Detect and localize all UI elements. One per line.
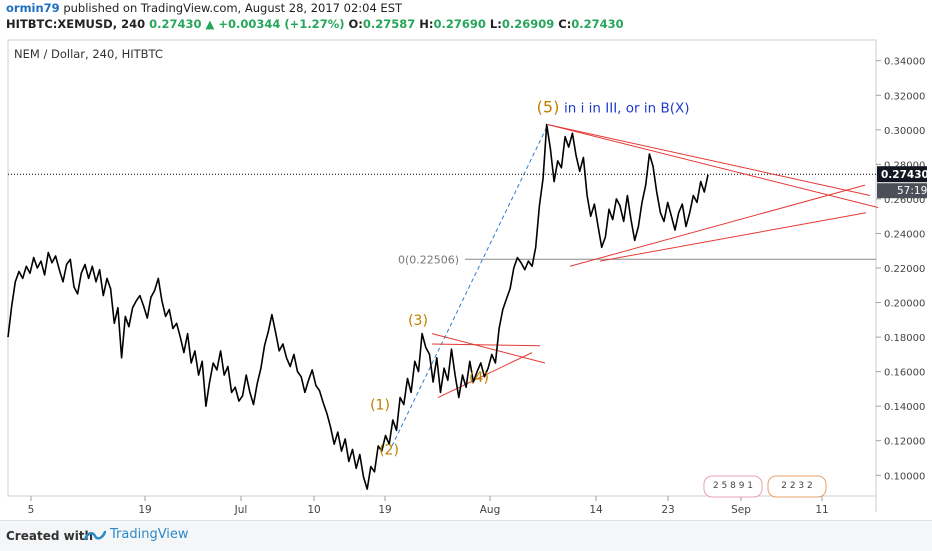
event-badge xyxy=(703,475,763,498)
footer: Created with TradingView xyxy=(0,520,932,551)
trend-line xyxy=(569,184,866,267)
y-tick-label: 0.16000 xyxy=(884,368,925,379)
up-arrow-icon: ▲ xyxy=(205,17,215,31)
y-tick-label: 0.26000 xyxy=(884,195,925,206)
x-tick-label: 19 xyxy=(138,504,151,516)
x-tick-label: 14 xyxy=(589,504,603,516)
fib-label: 0(0.22506) xyxy=(398,253,459,266)
publish-line: ormin79 published on TradingView.com, Au… xyxy=(6,1,402,15)
low-value: 0.26909 xyxy=(501,17,555,31)
wave-projection-line xyxy=(391,124,549,447)
author-link[interactable]: ormin79 xyxy=(6,1,60,15)
wave-label: (3) xyxy=(408,313,428,329)
brand-name: TradingView xyxy=(110,527,189,542)
price-change: +0.00344 (+1.27%) xyxy=(218,17,345,31)
current-price-value: 0.27430 xyxy=(881,169,929,181)
x-tick-label: Sep xyxy=(731,504,751,516)
wave5-note: in i in III, or in B(X) xyxy=(564,101,690,117)
x-tick-label: Aug xyxy=(480,504,501,516)
countdown-value: 57:19 xyxy=(897,185,927,197)
y-tick-label: 0.30000 xyxy=(884,126,925,137)
wave-label: (5) xyxy=(537,98,560,117)
close-label: C: xyxy=(558,17,572,31)
close-value: 0.27430 xyxy=(571,17,624,31)
y-tick-label: 0.20000 xyxy=(884,299,925,310)
trend-line xyxy=(431,343,541,347)
chart-title: NEM / Dollar, 240, HITBTC xyxy=(14,47,163,61)
trend-line xyxy=(431,333,546,364)
trend-line xyxy=(599,212,867,262)
x-tick-label: 19 xyxy=(378,504,391,516)
price-chart[interactable]: NEM / Dollar, 240, HITBTC 0.34000 0.32000… xyxy=(0,0,932,520)
published-text: published on TradingView.com, August 28,… xyxy=(63,1,403,15)
wave-label: (2) xyxy=(379,443,399,459)
y-tick-label: 0.22000 xyxy=(884,264,925,275)
trend-line xyxy=(547,124,879,209)
open-label: O: xyxy=(348,17,363,31)
y-tick-label: 0.32000 xyxy=(884,91,925,102)
y-tick-label: 0.28000 xyxy=(884,160,925,171)
high-value: 0.27690 xyxy=(433,17,486,31)
event-markers: 2 5 8 9 1 2 2 3 2 xyxy=(703,475,827,498)
x-tick-label: 5 xyxy=(28,504,35,516)
y-tick-label: 0.24000 xyxy=(884,229,925,240)
y-tick-label: 0.34000 xyxy=(884,57,925,68)
series-price-line xyxy=(7,123,709,490)
x-tick-label: 11 xyxy=(815,504,828,516)
x-tick-label: Jul xyxy=(234,504,248,516)
open-value: 0.27587 xyxy=(362,17,416,31)
x-tick-label: 10 xyxy=(307,504,320,516)
y-tick-label: 0.12000 xyxy=(884,437,925,448)
annotation-labels: (1) (2) (3) (4) (5) in i in III, or in B(X) 0(… xyxy=(370,98,689,459)
tradingview-brand[interactable]: TradingView xyxy=(84,527,189,542)
event-label: 2 2 3 2 xyxy=(781,481,813,491)
plot-frame xyxy=(7,39,877,497)
created-with-text: Created with xyxy=(6,529,94,543)
quote-line: HITBTC:XEMUSD, 240 0.27430 ▲ +0.00344 (+… xyxy=(6,17,624,31)
last-price: 0.27430 xyxy=(149,17,202,31)
price-scale: 0.34000 0.32000 0.30000 0.28000 0.26000 0.240… xyxy=(876,57,925,482)
time-scale: 5 19 Jul 10 19 Aug 14 23 Sep 11 xyxy=(28,496,829,516)
trend-line xyxy=(547,124,871,196)
wave-label: (1) xyxy=(370,398,390,414)
tradingview-logo-icon xyxy=(84,530,106,540)
high-label: H: xyxy=(419,17,434,31)
drawings-layer xyxy=(8,124,879,447)
current-price-tag xyxy=(877,166,927,183)
event-label: 2 5 8 9 1 xyxy=(713,481,753,491)
y-tick-label: 0.14000 xyxy=(884,402,925,413)
low-label: L: xyxy=(489,17,502,31)
event-badge xyxy=(767,475,827,498)
y-tick-label: 0.18000 xyxy=(884,333,925,344)
symbol-label: HITBTC:XEMUSD, 240 xyxy=(6,17,146,31)
y-tick-label: 0.10000 xyxy=(884,471,925,482)
x-tick-label: 23 xyxy=(661,504,674,516)
countdown-tag xyxy=(877,183,927,199)
price-tags: 0.27430 57:19 xyxy=(877,166,929,199)
wave-label: (4) xyxy=(469,370,489,386)
